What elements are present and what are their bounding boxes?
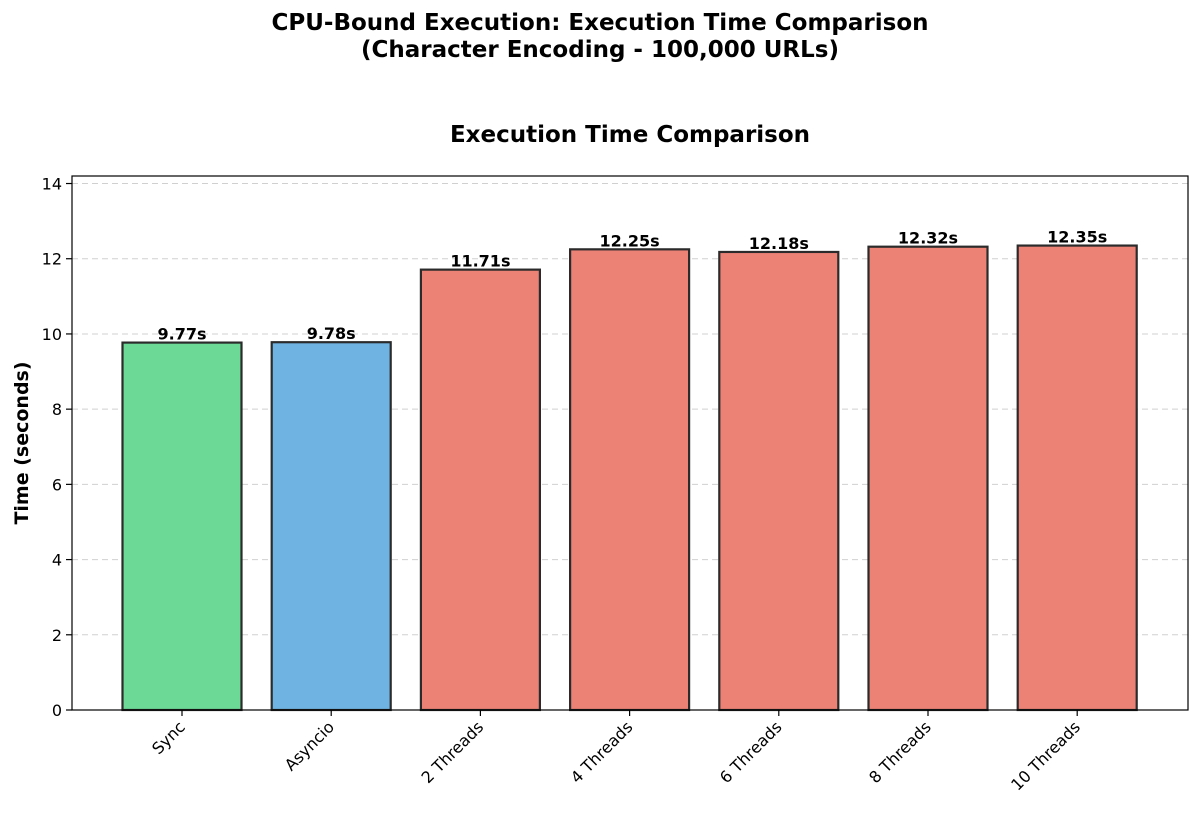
y-tick-label: 8 [52,400,62,419]
y-tick-label: 0 [52,701,62,720]
bar-value-label: 12.25s [600,231,660,250]
figure-title-line-1: CPU-Bound Execution: Execution Time Comp… [271,10,928,36]
bar-2-threads [419,268,541,712]
x-tick-label: Asyncio [281,717,338,774]
figure-title-line-2: (Character Encoding - 100,000 URLs) [361,37,839,63]
bar-4-threads [568,248,691,712]
grid-layer [72,183,1188,636]
bar-6-threads [718,250,840,712]
bar-value-label: 12.32s [898,229,958,248]
bar-value-label: 9.77s [158,325,207,344]
x-tick-label: Sync [148,717,189,758]
x-tick-label: 8 Threads [865,717,935,787]
bar-sync [121,341,243,712]
y-axis-label: Time (seconds) [11,361,33,524]
bar-value-label: 9.78s [307,324,356,343]
y-tick-label: 12 [42,250,62,269]
bars-layer [121,244,1138,712]
x-tick-label: 6 Threads [716,717,786,787]
chart-title: Execution Time Comparison [450,122,810,148]
y-tick-label: 10 [42,325,62,344]
y-tick-label: 6 [52,475,62,494]
bar-asyncio [270,341,392,712]
x-axis-ticks: Sync Asyncio 2 Threads 4 Threads 6 Threads 8 … [148,710,1084,794]
y-tick-label: 4 [52,551,62,570]
y-tick-label: 2 [52,626,62,645]
bar-10-threads [1016,244,1138,712]
bar-value-label: 11.71s [450,252,510,271]
x-tick-label: 2 Threads [418,717,488,787]
value-labels-layer: 9.77s 9.78s 11.71s 12.25s 12.18s 12.32s 12.35s [158,228,1108,344]
y-tick-label: 14 [42,175,62,194]
bar-8-threads [867,245,989,712]
x-tick-label: 4 Threads [567,717,637,787]
bar-value-label: 12.35s [1047,228,1107,247]
y-axis-ticks: 0 2 4 6 8 10 12 14 [42,175,72,720]
x-tick-label: 10 Threads [1007,717,1084,794]
bar-value-label: 12.18s [749,234,809,253]
